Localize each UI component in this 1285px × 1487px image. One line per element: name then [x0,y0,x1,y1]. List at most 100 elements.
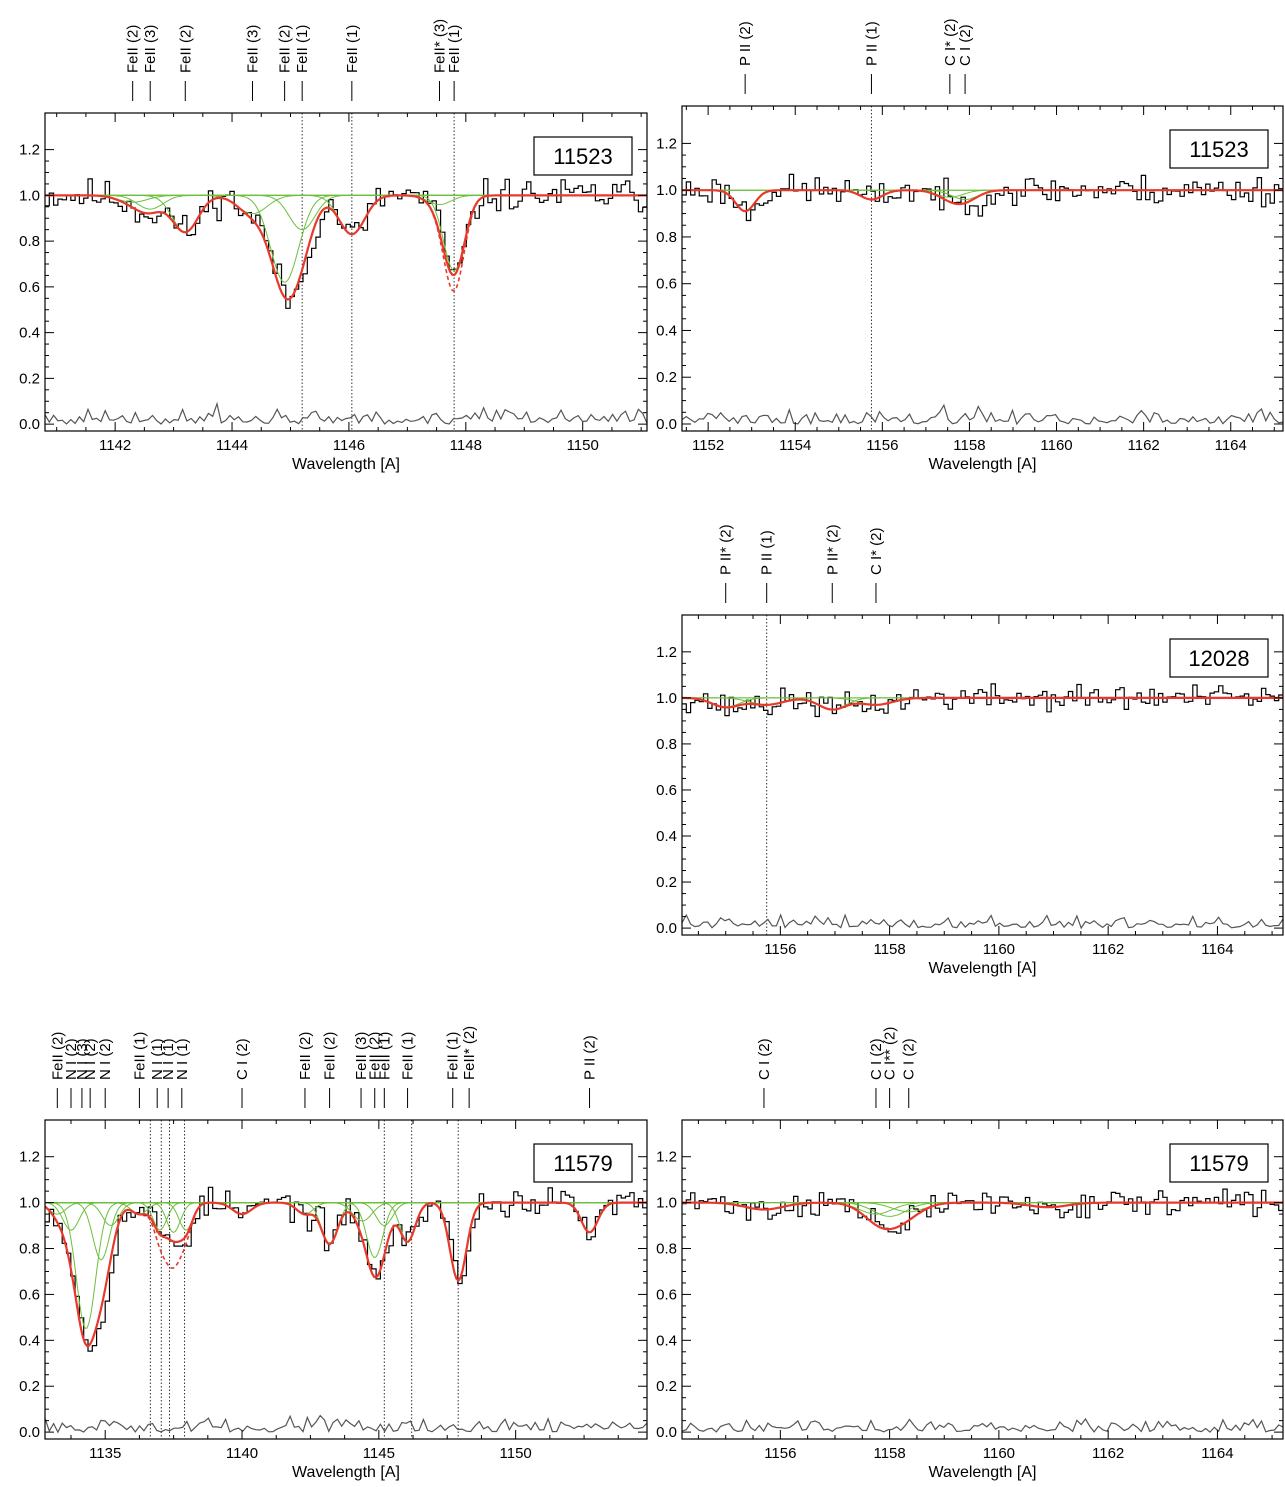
x-tick-label: 1156 [764,941,796,958]
transition-label: FeII (1) [131,1032,148,1080]
x-axis-label: Wavelength [A] [929,456,1037,473]
transition-label: FeII (2) [177,25,194,73]
x-tick-label: 1150 [567,437,599,454]
transition-label: C I (2) [868,1038,885,1080]
x-tick-label: 1164 [1201,1445,1233,1462]
x-tick-label: 1158 [873,1445,905,1462]
transition-label: FeII (2) [49,1032,66,1080]
x-tick-label: 1135 [89,1445,121,1462]
observed-spectrum [682,1188,1283,1234]
observed-spectrum [45,1186,647,1352]
spectrum-panel: 0.0 0.2 0.4 0.6 0.8 1.0 1.2 1152 1154 1156 1158 116… [656,18,1284,473]
x-tick-label: 1146 [333,437,365,454]
transition-label: FeII (3) [353,1032,370,1080]
transition-label: P II (1) [863,21,880,66]
y-tick-label: 0.0 [656,920,677,937]
x-tick-label: 1162 [1092,941,1124,958]
transition-label: N I (1) [160,1038,177,1080]
transition-label: N I (2) [63,1038,80,1080]
y-tick-label: 1.2 [19,1149,40,1166]
transition-label: P II (2) [737,21,754,66]
residual-curve [45,401,647,425]
transition-label: FeII (1) [294,25,311,73]
y-tick-label: 1.0 [656,690,677,707]
y-tick-label: 1.2 [19,142,40,159]
transition-label: FeII (1) [400,1032,417,1080]
x-tick-label: 1164 [1201,941,1233,958]
transition-label: C I* (2) [942,18,959,66]
spectrum-panel: 0.0 0.2 0.4 0.6 0.8 1.0 1.2 1156 1158 1160 1162 116… [656,524,1284,977]
transition-label: N I (3) [74,1038,91,1080]
transition-label: FeII (2) [297,1032,314,1080]
component-profile [45,194,647,272]
x-axis-label: Wavelength [A] [929,1464,1037,1481]
transition-label: FeII (3) [244,25,261,73]
y-tick-label: 0.6 [656,782,677,799]
y-tick-label: 0.8 [19,233,40,250]
y-tick-label: 0.4 [656,322,677,339]
x-tick-label: 1156 [866,437,898,454]
sightline-label: 11579 [553,1151,613,1176]
transition-label: FeII (1) [445,1032,462,1080]
y-tick-label: 0.4 [19,325,40,342]
x-tick-label: 1162 [1128,437,1160,454]
y-tick-label: 0.8 [19,1241,40,1258]
model-fit-curve [682,696,1283,711]
transition-label: FeII* (3) [432,19,449,73]
sightline-label-box [1169,129,1269,169]
plot-frame [681,1119,1284,1440]
plot-frame [44,112,648,432]
y-tick-label: 1.2 [656,135,677,152]
transition-label: FeII (1) [344,25,361,73]
y-tick-label: 0.2 [656,369,677,386]
transition-label: FeII (3) [142,25,159,73]
sightline-label: 11523 [553,144,613,169]
y-tick-label: 0.2 [19,1378,40,1395]
x-tick-label: 1140 [226,1445,258,1462]
spectrum-panel: 0.0 0.2 0.4 0.6 0.8 1.0 1.2 1142 1144 1146 1148 115… [19,19,648,473]
transition-label: FeII (2) [125,25,142,73]
x-tick-label: 1156 [764,1445,796,1462]
y-tick-label: 1.0 [19,187,40,204]
x-tick-label: 1148 [450,437,482,454]
spectrum-panel: 0.0 0.2 0.4 0.6 0.8 1.0 1.2 1135 1140 1145 1150 Wav… [19,1026,648,1481]
x-tick-label: 1154 [779,437,811,454]
x-tick-label: 1158 [953,437,985,454]
observed-spectrum [682,683,1283,718]
residual-curve [45,1414,647,1434]
transition-label: P II* (2) [824,524,841,575]
y-tick-label: 0.0 [19,416,40,433]
transition-label: C I (2) [234,1038,251,1080]
y-tick-label: 0.4 [656,1332,677,1349]
transition-label: C I* (2) [868,527,885,575]
x-tick-label: 1152 [692,437,724,454]
y-tick-label: 0.4 [656,828,677,845]
y-tick-label: 0.8 [656,736,677,753]
sightline-label-box [1169,1143,1269,1183]
x-tick-label: 1160 [983,1445,1015,1462]
y-tick-label: 0.4 [19,1332,40,1349]
transition-label: N I (1) [149,1038,166,1080]
transition-label: P II (1) [759,530,776,575]
residual-curve [682,403,1283,426]
y-tick-label: 0.2 [656,874,677,891]
sightline-label: 12028 [1188,646,1249,671]
x-tick-label: 1142 [99,437,131,454]
residual-curve [682,913,1283,930]
x-tick-label: 1160 [1040,437,1072,454]
y-tick-label: 0.8 [656,229,677,246]
residual-curve [682,1417,1283,1433]
transition-label: P II* (2) [718,524,735,575]
y-tick-label: 0.6 [19,279,40,296]
transition-label: FeII (2) [367,1032,384,1080]
transition-label: N I (2) [97,1038,114,1080]
x-tick-label: 1162 [1092,1445,1124,1462]
transition-label: C I (2) [957,24,974,66]
x-tick-label: 1145 [363,1445,395,1462]
model-fit-curve [45,194,647,301]
sightline-label: 11579 [1189,1151,1249,1176]
sightline-label-box [1169,638,1269,678]
y-tick-label: 0.2 [19,370,40,387]
transition-label: FeII (2) [277,25,294,73]
x-axis-label: Wavelength [A] [292,456,400,473]
